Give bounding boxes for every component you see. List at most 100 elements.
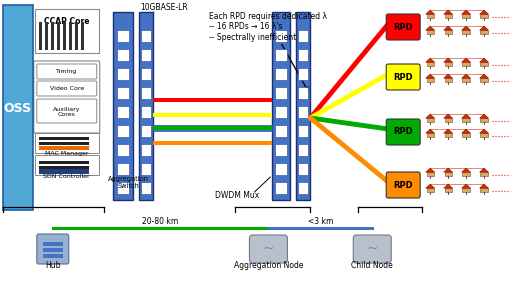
Bar: [141, 68, 151, 80]
Bar: [463, 62, 470, 66]
Bar: [444, 188, 452, 192]
Polygon shape: [462, 26, 470, 30]
Bar: [276, 49, 287, 61]
FancyBboxPatch shape: [37, 81, 97, 96]
Bar: [39, 137, 89, 140]
Text: ~: ~: [366, 242, 378, 256]
Text: RPD: RPD: [393, 23, 413, 31]
Text: MAC Manager: MAC Manager: [45, 151, 89, 156]
Polygon shape: [444, 168, 453, 172]
Bar: [43, 254, 63, 258]
Bar: [117, 182, 128, 194]
Text: 10GBASE-LR: 10GBASE-LR: [140, 3, 188, 12]
FancyBboxPatch shape: [250, 235, 287, 263]
Bar: [426, 188, 434, 192]
Polygon shape: [480, 26, 488, 30]
Bar: [444, 14, 452, 18]
Bar: [117, 68, 128, 80]
Polygon shape: [444, 10, 453, 14]
Bar: [117, 163, 128, 175]
Bar: [426, 78, 434, 82]
Text: Aggregation
Switch: Aggregation Switch: [108, 175, 149, 188]
Bar: [117, 30, 128, 42]
Bar: [463, 172, 470, 176]
Bar: [81, 22, 84, 50]
Bar: [276, 30, 287, 42]
Bar: [463, 118, 470, 122]
FancyBboxPatch shape: [296, 12, 310, 200]
Text: 20-80 km: 20-80 km: [142, 218, 179, 226]
Bar: [276, 87, 287, 99]
Text: <3 km: <3 km: [308, 218, 333, 226]
Bar: [298, 144, 308, 156]
Bar: [481, 62, 487, 66]
Bar: [117, 87, 128, 99]
Bar: [276, 163, 287, 175]
Bar: [444, 133, 452, 137]
Bar: [298, 106, 308, 118]
Bar: [298, 182, 308, 194]
Text: Each RPD requires dedicated λ
-- 16 RPDs → 16 λ's
-- Spectrally inefficient: Each RPD requires dedicated λ -- 16 RPDs…: [209, 12, 326, 42]
Bar: [141, 106, 151, 118]
Bar: [276, 125, 287, 137]
Bar: [426, 14, 434, 18]
Polygon shape: [480, 168, 488, 172]
Bar: [39, 22, 42, 50]
Bar: [298, 30, 308, 42]
Bar: [444, 78, 452, 82]
Bar: [141, 144, 151, 156]
Bar: [481, 30, 487, 34]
Text: RPD: RPD: [393, 72, 413, 82]
Text: Timing: Timing: [56, 70, 77, 74]
Polygon shape: [480, 74, 488, 78]
Polygon shape: [462, 114, 470, 118]
Bar: [276, 106, 287, 118]
Bar: [444, 62, 452, 66]
Bar: [481, 172, 487, 176]
FancyBboxPatch shape: [113, 12, 133, 200]
Polygon shape: [462, 129, 470, 133]
Bar: [117, 144, 128, 156]
Text: OSS: OSS: [4, 102, 32, 115]
Polygon shape: [426, 58, 435, 62]
Bar: [426, 30, 434, 34]
Text: SDN Controller: SDN Controller: [44, 173, 90, 179]
Bar: [57, 22, 60, 50]
Bar: [75, 22, 78, 50]
Polygon shape: [426, 114, 435, 118]
Polygon shape: [444, 58, 453, 62]
Polygon shape: [426, 10, 435, 14]
Text: RPD: RPD: [393, 128, 413, 136]
Bar: [298, 163, 308, 175]
Text: CCAP Core: CCAP Core: [44, 18, 90, 27]
Polygon shape: [444, 184, 453, 188]
Bar: [463, 30, 470, 34]
Bar: [141, 87, 151, 99]
Bar: [426, 118, 434, 122]
Polygon shape: [480, 114, 488, 118]
Bar: [43, 248, 63, 252]
Text: Video Core: Video Core: [50, 87, 84, 91]
Text: Auxiliary
Cores: Auxiliary Cores: [53, 107, 80, 117]
Polygon shape: [462, 168, 470, 172]
Bar: [298, 68, 308, 80]
Bar: [463, 78, 470, 82]
Bar: [426, 62, 434, 66]
Bar: [463, 14, 470, 18]
Bar: [481, 133, 487, 137]
Text: Hub: Hub: [45, 261, 61, 271]
FancyBboxPatch shape: [37, 64, 97, 79]
Bar: [426, 172, 434, 176]
Bar: [39, 146, 89, 150]
Bar: [45, 22, 48, 50]
FancyBboxPatch shape: [139, 12, 153, 200]
Text: RPD: RPD: [393, 181, 413, 190]
Polygon shape: [462, 58, 470, 62]
FancyBboxPatch shape: [353, 235, 391, 263]
Polygon shape: [480, 10, 488, 14]
Bar: [463, 188, 470, 192]
FancyBboxPatch shape: [35, 155, 99, 175]
Bar: [481, 118, 487, 122]
FancyBboxPatch shape: [386, 14, 420, 40]
Polygon shape: [444, 26, 453, 30]
